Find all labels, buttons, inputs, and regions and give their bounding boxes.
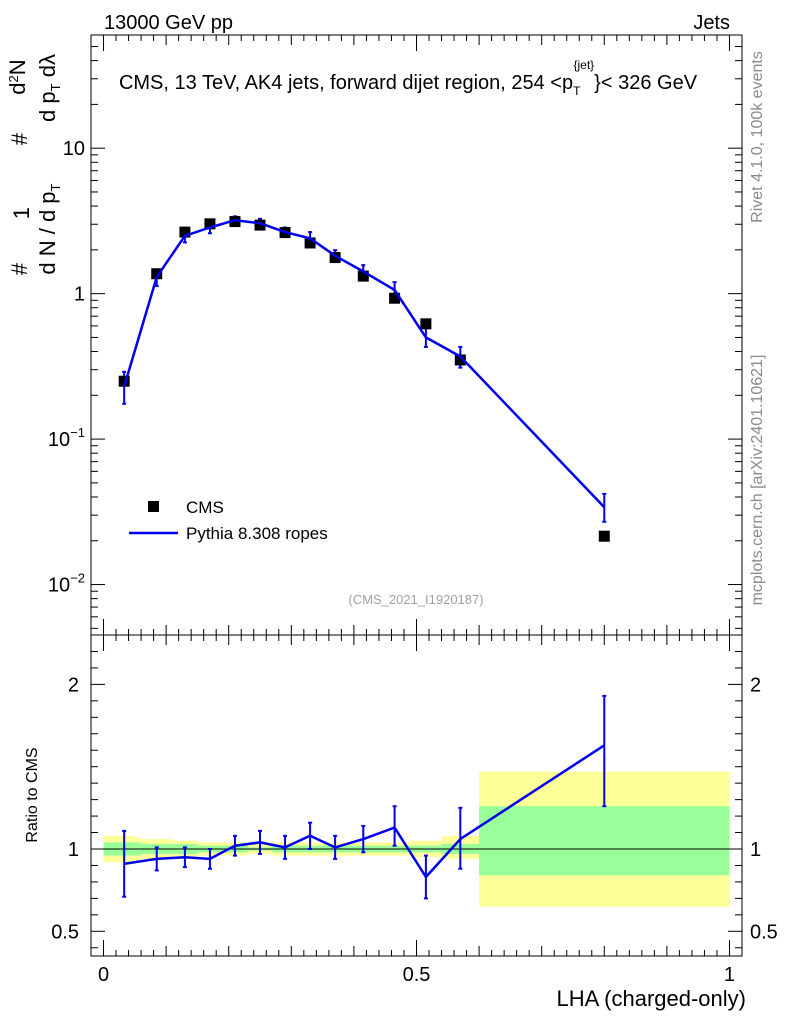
- ratio-frame: [90, 634, 743, 957]
- main-ylabel-dlambda: dλ: [35, 54, 60, 83]
- ratio-ytick-label-1: 1: [68, 839, 79, 861]
- ratio-ytick-label-right-1: 1: [750, 839, 761, 861]
- cms-data-point: [598, 530, 610, 542]
- cms-data-point: [179, 226, 191, 238]
- rivet-label: Rivet 4.1.0, 100k events: [749, 51, 766, 223]
- cms-data-point: [204, 218, 216, 230]
- main-ylabel-n: N: [5, 59, 30, 75]
- main-title-sub: T: [573, 84, 581, 98]
- main-ytick-label-1: 1: [74, 284, 85, 306]
- legend-label-cms: CMS: [186, 498, 224, 517]
- cms-data-point: [304, 237, 316, 249]
- cms-data-point: [329, 252, 341, 264]
- main-ytick-labels: 10−2 10−1 1 10: [48, 138, 85, 596]
- cms-data-point: [357, 270, 369, 282]
- main-ylabel-dp-sub: T: [48, 83, 63, 91]
- x-axis-label: LHA (charged-only): [556, 986, 746, 1011]
- main-title-pre: CMS, 13 TeV, AK4 jets, forward dijet reg…: [119, 72, 573, 94]
- main-ylabel-d: d: [5, 83, 30, 95]
- main-frame: [90, 34, 743, 636]
- main-data-layer: [118, 215, 610, 542]
- ratio-ylabel: Ratio to CMS: [24, 747, 41, 842]
- main-title-sup: {jet}: [573, 58, 594, 72]
- analysis-watermark: (CMS_2021_I1920187): [348, 592, 483, 607]
- main-ytick-label-10: 10: [63, 138, 85, 160]
- cms-data-point: [151, 268, 163, 280]
- header-right: Jets: [693, 12, 730, 34]
- ratio-bands: [103, 771, 730, 907]
- ratio-axis-ticks: [91, 635, 742, 956]
- ratio-ytick-label-right-2: 2: [750, 674, 761, 696]
- ratio-band-inner: [479, 806, 730, 876]
- main-ytick-label-0.01: 10−2: [48, 571, 85, 597]
- main-title: CMS, 13 TeV, AK4 jets, forward dijet reg…: [119, 58, 698, 98]
- legend-marker-cms: [148, 501, 159, 512]
- cms-data-point: [118, 375, 130, 387]
- xtick-label-0: 0: [98, 964, 109, 986]
- mc-series-line: [123, 218, 606, 509]
- cms-data-point: [454, 354, 466, 366]
- main-ylabel-hash-b: #: [7, 132, 32, 145]
- legend-label-pythia: Pythia 8.308 ropes: [186, 524, 328, 543]
- main-ylabel-dn: d N / d p: [35, 191, 60, 274]
- xtick-label-0.5: 0.5: [403, 964, 431, 986]
- main-ylabel-dp: d p: [35, 91, 60, 122]
- cms-data-point: [229, 216, 241, 228]
- header-left: 13000 GeV pp: [104, 12, 233, 34]
- main-ylabel-d-sup: 2: [6, 75, 21, 82]
- main-ytick-label-0.1: 10−1: [48, 425, 85, 451]
- xtick-label-1: 1: [724, 964, 735, 986]
- mcplots-label: mcplots.cern.ch [arXiv:2401.10621]: [749, 355, 766, 606]
- main-ylabel-one: 1: [9, 207, 34, 219]
- legend: CMS Pythia 8.308 ropes: [129, 498, 328, 543]
- ratio-ytick-label-0.5: 0.5: [51, 921, 79, 943]
- ratio-ytick-labels: 0.5 1 2 0.5 1 2: [51, 674, 778, 943]
- main-ylabel-dn-sub: T: [48, 183, 63, 191]
- main-title-post: }< 326 GeV: [594, 72, 698, 94]
- cms-data-point: [254, 219, 266, 231]
- cms-data-point: [389, 292, 401, 304]
- ratio-series-line: [124, 744, 605, 879]
- ratio-ytick-label-right-0.5: 0.5: [750, 921, 778, 943]
- ratio-data-layer: [122, 694, 607, 900]
- ratio-ytick-label-2: 2: [68, 674, 79, 696]
- cms-data-point: [420, 318, 432, 330]
- main-ylabel: # 1 d N / d pT # d2N d pT dλ: [5, 53, 65, 275]
- ratio-xtick-labels: 0 0.5 1: [98, 964, 735, 986]
- main-axis-ticks: [91, 34, 742, 635]
- main-ylabel-hash-a: #: [7, 262, 32, 275]
